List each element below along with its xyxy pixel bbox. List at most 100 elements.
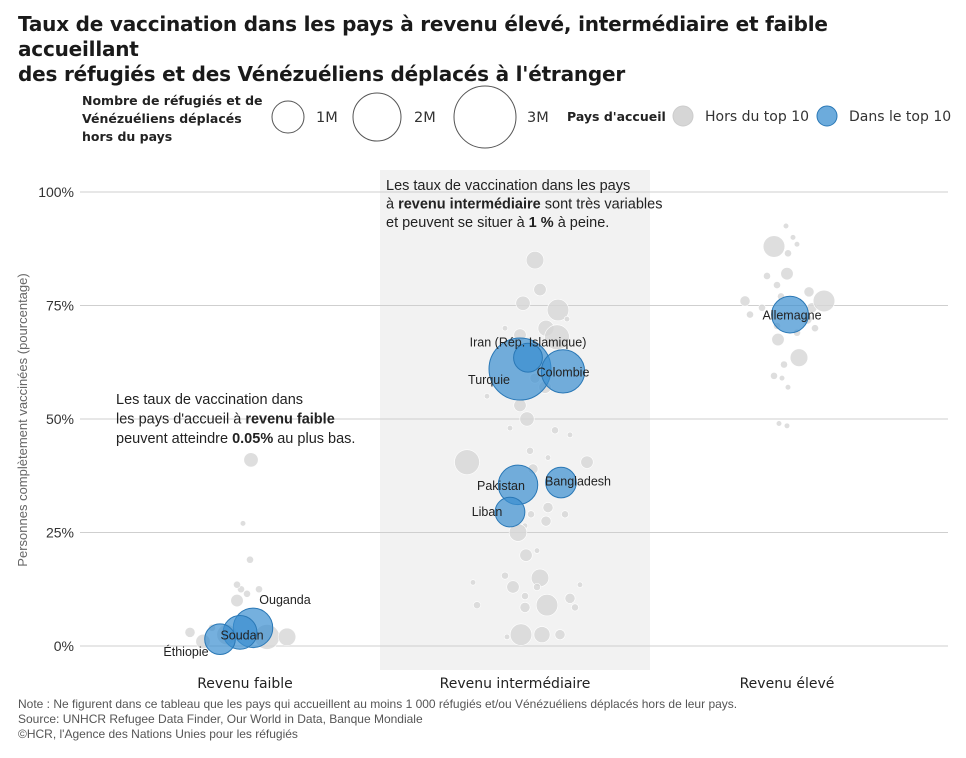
bubble-other: [513, 398, 527, 412]
bubble-other: [519, 411, 535, 427]
bubble-other: [576, 581, 584, 588]
color-legend-title: Pays d'accueil: [567, 109, 666, 124]
y-tick-label: 75%: [46, 298, 74, 314]
annotation-segment: sont très variables: [541, 197, 663, 213]
country-label: Bangladesh: [545, 475, 611, 489]
annotation-segment: au plus bas.: [273, 431, 355, 447]
bubble-other: [533, 626, 551, 644]
annotation-segment: revenu intermédiaire: [398, 197, 541, 213]
bubble-other: [540, 515, 552, 527]
bubble-other: [519, 548, 533, 562]
bubble-other: [780, 360, 788, 369]
country-label: Colombie: [537, 365, 590, 379]
highlight-band: [380, 170, 650, 670]
color-legend-swatch: [672, 105, 694, 127]
bubble-other: [533, 283, 547, 297]
bubble-other: [793, 241, 801, 248]
annotation-segment: revenu faible: [245, 412, 334, 428]
y-tick-label: 50%: [46, 411, 74, 427]
annotation-middle-income: Les taux de vaccination dans les pays à r…: [386, 178, 662, 231]
annotation-line: Les taux de vaccination dans les pays: [386, 178, 630, 194]
country-label: Ouganda: [259, 593, 310, 607]
annotation-segment: les pays d'accueil à: [116, 412, 245, 428]
bubble-other: [533, 583, 541, 591]
color-legend: Pays d'accueil Hors du top 10 Dans le top …: [567, 105, 951, 127]
bubble-other: [771, 333, 785, 347]
x-axis-ticks: Revenu faible Revenu intermédiaire Revenu …: [197, 676, 834, 692]
bubble-other: [246, 555, 254, 564]
annotation-segment: 1 %: [529, 215, 554, 231]
annotation-low-income: Les taux de vaccination dans les pays d'a…: [116, 392, 355, 447]
bubble-other: [783, 422, 791, 429]
country-label: Turquie: [468, 373, 510, 387]
bubble-other: [762, 235, 786, 258]
size-legend-title: Nombre de réfugiés et de Vénézuéliens dé…: [82, 92, 272, 146]
bubble-other: [277, 627, 297, 647]
bubble-other: [530, 568, 550, 588]
color-legend-label: Hors du top 10: [705, 109, 809, 125]
country-label: Pakistan: [477, 479, 525, 493]
bubble-other: [564, 592, 576, 604]
bubble-other: [770, 371, 778, 380]
size-legend-label: 3M: [527, 110, 549, 126]
country-label: Éthiopie: [163, 644, 208, 659]
bubble-other: [509, 623, 533, 646]
bubble-other: [758, 303, 766, 312]
bubble-other: [243, 452, 259, 468]
bubble-other: [551, 426, 559, 435]
annotation-segment: Les taux de vaccination dans les pays: [386, 178, 630, 194]
bubble-other: [506, 424, 514, 432]
bubble-other: [503, 633, 511, 641]
bubble-other: [230, 594, 244, 608]
annotation-segment: à peine.: [554, 215, 610, 231]
bubble-other: [535, 594, 559, 617]
annotation-segment: et peuvent se situer à: [386, 215, 529, 231]
source-text: Source: UNHCR Refugee Data Finder, Our W…: [18, 712, 423, 726]
bubble-other: [780, 267, 794, 281]
bubble-other: [789, 348, 809, 367]
bubble-other: [544, 324, 570, 351]
credit-text: ©HCR, l'Agence des Nations Unies pour le…: [18, 727, 298, 741]
bubble-other: [521, 592, 529, 600]
bubble-other: [789, 234, 797, 241]
chart-title-line-2: des réfugiés et des Vénézuéliens déplacé…: [18, 62, 626, 86]
bubble-other: [515, 295, 531, 311]
bubble-top10: [513, 342, 543, 373]
annotation-line: à revenu intermédiaire sont très variabl…: [386, 197, 662, 213]
bubble-other: [803, 286, 815, 298]
bubble-other: [255, 585, 263, 594]
country-label: Allemagne: [762, 309, 821, 323]
country-label: Soudan: [220, 628, 263, 642]
bubble-other: [526, 446, 534, 455]
bubble-other: [184, 626, 196, 638]
bubble-other: [784, 384, 792, 391]
size-legend-title-line: hors du pays: [82, 129, 173, 144]
annotation-line: peuvent atteindre 0.05% au plus bas.: [116, 431, 355, 447]
country-labels: Éthiopie Soudan Ouganda Iran (Rép. Islamiqu…: [163, 309, 821, 660]
bubble-other: [546, 298, 570, 322]
size-legend: 1M 2M 3M: [271, 85, 549, 149]
country-label: Liban: [472, 505, 503, 519]
bubble-other: [811, 324, 819, 333]
bubble-other: [527, 510, 535, 519]
bubble-other: [775, 420, 783, 427]
bubble-other: [563, 316, 571, 323]
size-legend-circle: [271, 100, 305, 134]
size-legend-title-line: Vénézuéliens déplacés: [82, 111, 242, 126]
annotation-line: Les taux de vaccination dans: [116, 392, 303, 408]
x-tick-label: Revenu élevé: [740, 676, 835, 692]
bubble-top10: [204, 623, 236, 655]
bubble-other: [763, 272, 771, 280]
bubble-other: [554, 629, 566, 641]
bubble-top10: [540, 349, 586, 394]
color-legend-swatch: [816, 105, 838, 127]
bubble-other: [473, 601, 481, 610]
size-legend-label: 1M: [316, 110, 338, 126]
footnotes: Note : Ne figurent dans ce tableau que l…: [18, 697, 737, 742]
bubble-other: [773, 281, 781, 289]
bubble-other: [812, 289, 836, 313]
x-tick-label: Revenu intermédiaire: [440, 676, 591, 692]
bubble-other: [243, 589, 251, 598]
country-label: Iran (Rép. Islamique): [470, 336, 587, 350]
